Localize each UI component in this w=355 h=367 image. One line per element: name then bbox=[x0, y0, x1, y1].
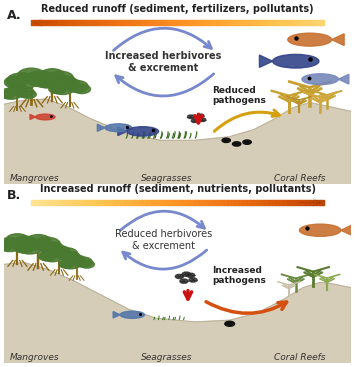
Circle shape bbox=[26, 235, 51, 247]
Polygon shape bbox=[113, 312, 120, 318]
Text: Reduced runoff (sediment, fertilizers, pollutants): Reduced runoff (sediment, fertilizers, p… bbox=[41, 4, 314, 14]
Circle shape bbox=[0, 90, 14, 98]
Circle shape bbox=[21, 241, 40, 251]
Circle shape bbox=[49, 246, 70, 256]
Ellipse shape bbox=[302, 74, 338, 85]
Polygon shape bbox=[4, 99, 351, 184]
Ellipse shape bbox=[36, 114, 55, 120]
Ellipse shape bbox=[299, 224, 341, 236]
Ellipse shape bbox=[288, 33, 332, 46]
Circle shape bbox=[60, 258, 81, 269]
Circle shape bbox=[6, 73, 38, 89]
Circle shape bbox=[63, 252, 80, 261]
Circle shape bbox=[73, 257, 92, 267]
Circle shape bbox=[13, 87, 34, 97]
Polygon shape bbox=[118, 127, 127, 135]
Text: Mangroves: Mangroves bbox=[10, 353, 60, 363]
Text: Mangroves: Mangroves bbox=[10, 174, 60, 183]
Text: Reduced
pathogens: Reduced pathogens bbox=[212, 86, 266, 105]
Circle shape bbox=[13, 242, 34, 253]
Text: A.: A. bbox=[7, 9, 22, 22]
Circle shape bbox=[175, 275, 184, 279]
Circle shape bbox=[180, 279, 188, 283]
Text: Coral Reefs: Coral Reefs bbox=[273, 353, 325, 363]
Text: Increased runoff (sediment, nutrients, pollutants): Increased runoff (sediment, nutrients, p… bbox=[39, 184, 316, 194]
Circle shape bbox=[6, 234, 29, 246]
Circle shape bbox=[80, 261, 94, 268]
Circle shape bbox=[4, 76, 27, 88]
Circle shape bbox=[225, 321, 235, 326]
Circle shape bbox=[38, 252, 56, 261]
Circle shape bbox=[68, 255, 86, 264]
Circle shape bbox=[197, 114, 204, 117]
Circle shape bbox=[187, 273, 195, 277]
Polygon shape bbox=[341, 225, 353, 236]
Circle shape bbox=[233, 142, 241, 146]
Circle shape bbox=[49, 85, 66, 94]
Circle shape bbox=[15, 239, 45, 254]
Polygon shape bbox=[332, 34, 344, 46]
Circle shape bbox=[65, 80, 88, 92]
Polygon shape bbox=[338, 75, 349, 84]
Circle shape bbox=[8, 85, 27, 94]
Circle shape bbox=[50, 82, 75, 94]
Polygon shape bbox=[97, 124, 105, 131]
Ellipse shape bbox=[120, 311, 144, 318]
Text: Increased
pathogens: Increased pathogens bbox=[212, 265, 266, 285]
Circle shape bbox=[28, 76, 48, 86]
Circle shape bbox=[73, 85, 91, 94]
Circle shape bbox=[199, 118, 206, 121]
Circle shape bbox=[182, 272, 190, 276]
Circle shape bbox=[18, 68, 45, 82]
Circle shape bbox=[189, 278, 197, 282]
Circle shape bbox=[59, 78, 80, 89]
Circle shape bbox=[21, 90, 36, 98]
Circle shape bbox=[47, 71, 73, 85]
Text: Coral Reefs: Coral Reefs bbox=[273, 174, 325, 183]
Circle shape bbox=[0, 88, 22, 99]
Circle shape bbox=[26, 71, 55, 86]
Ellipse shape bbox=[105, 124, 132, 132]
Circle shape bbox=[55, 248, 78, 259]
Circle shape bbox=[243, 140, 251, 144]
Circle shape bbox=[187, 115, 194, 119]
Ellipse shape bbox=[127, 127, 159, 136]
Text: Seagrasses: Seagrasses bbox=[141, 174, 193, 183]
Polygon shape bbox=[4, 263, 351, 363]
Polygon shape bbox=[30, 115, 36, 120]
Text: B.: B. bbox=[7, 189, 21, 202]
Text: Seagrasses: Seagrasses bbox=[141, 353, 193, 363]
Circle shape bbox=[33, 237, 60, 251]
Circle shape bbox=[59, 261, 73, 268]
Circle shape bbox=[36, 76, 59, 88]
Circle shape bbox=[0, 238, 23, 251]
Circle shape bbox=[30, 73, 58, 87]
Ellipse shape bbox=[273, 54, 319, 68]
Circle shape bbox=[12, 236, 38, 249]
Polygon shape bbox=[260, 55, 273, 68]
Text: Reduced herbivores
& excrement: Reduced herbivores & excrement bbox=[115, 229, 212, 251]
Circle shape bbox=[40, 69, 64, 81]
Circle shape bbox=[43, 242, 64, 253]
Circle shape bbox=[40, 249, 65, 262]
Circle shape bbox=[222, 138, 230, 142]
Circle shape bbox=[56, 76, 76, 86]
Text: Increased herbivores
& excrement: Increased herbivores & excrement bbox=[105, 51, 222, 73]
Circle shape bbox=[191, 119, 198, 123]
Circle shape bbox=[0, 241, 13, 251]
